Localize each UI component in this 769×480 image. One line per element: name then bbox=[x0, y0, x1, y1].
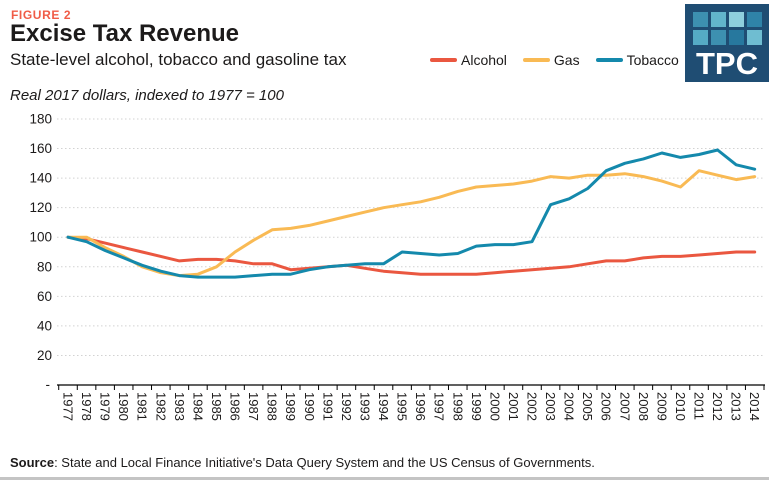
x-axis-label: 1982 bbox=[153, 392, 168, 421]
x-axis-label: 1979 bbox=[98, 392, 113, 421]
x-axis-label: 2009 bbox=[654, 392, 669, 421]
logo-square bbox=[692, 30, 708, 45]
y-axis-label: 120 bbox=[29, 200, 52, 215]
x-axis-label: 2005 bbox=[580, 392, 595, 421]
axis-note: Real 2017 dollars, indexed to 1977 = 100 bbox=[10, 87, 284, 104]
x-axis-label: 1977 bbox=[61, 392, 76, 421]
legend-swatch-gas bbox=[522, 58, 550, 62]
x-axis-label: 2013 bbox=[729, 392, 744, 421]
x-axis-label: 1992 bbox=[339, 392, 354, 421]
x-axis-label: 2011 bbox=[692, 392, 707, 420]
x-axis-label: 1986 bbox=[228, 392, 243, 421]
x-axis-label: 1988 bbox=[265, 392, 280, 421]
logo-square bbox=[710, 30, 726, 45]
x-axis-label: 1999 bbox=[469, 392, 484, 421]
x-axis-label: 1980 bbox=[116, 392, 131, 421]
x-axis-label: 1991 bbox=[320, 392, 335, 421]
line-alcohol bbox=[66, 235, 757, 276]
page-subtitle: State-level alcohol, tobacco and gasolin… bbox=[10, 50, 347, 69]
source-label: Source bbox=[10, 455, 55, 470]
legend-item-tobacco: Tobacco bbox=[595, 52, 679, 68]
x-axis-label: 1993 bbox=[357, 392, 372, 421]
logo-square bbox=[746, 30, 762, 45]
tpc-logo: TPC bbox=[685, 4, 769, 82]
x-axis-label: 2012 bbox=[710, 392, 725, 421]
logo-square bbox=[710, 12, 726, 27]
y-axis-label: 100 bbox=[29, 230, 52, 245]
source-text: : State and Local Finance Initiative's D… bbox=[54, 455, 595, 470]
line-tobacco bbox=[66, 148, 757, 279]
x-axis-label: 2007 bbox=[617, 392, 632, 421]
legend-swatch-tobacco bbox=[595, 58, 623, 62]
tpc-logo-squares bbox=[685, 12, 769, 45]
x-axis-label: 2001 bbox=[506, 392, 521, 421]
legend-item-gas: Gas bbox=[522, 52, 580, 68]
legend-item-alcohol: Alcohol bbox=[430, 52, 507, 68]
source-line: Source: State and Local Finance Initiati… bbox=[10, 455, 595, 470]
y-axis-label: 180 bbox=[29, 112, 52, 127]
legend-swatch-alcohol bbox=[430, 58, 457, 62]
y-axis-label: 140 bbox=[29, 171, 52, 186]
y-axis-label: 60 bbox=[37, 289, 52, 304]
x-axis-label: 2006 bbox=[599, 392, 614, 421]
y-axis-label: 20 bbox=[37, 348, 52, 363]
page-title: Excise Tax Revenue bbox=[10, 20, 240, 47]
x-axis-label: 1990 bbox=[302, 392, 317, 421]
x-axis-label: 1996 bbox=[413, 392, 428, 421]
legend-label: Tobacco bbox=[626, 52, 679, 68]
y-axis-zero-label: - bbox=[46, 377, 51, 392]
x-axis-label: 1984 bbox=[190, 392, 205, 421]
tpc-logo-text: TPC bbox=[696, 46, 758, 81]
y-axis-label: 40 bbox=[37, 318, 52, 333]
x-axis-label: 2003 bbox=[543, 392, 558, 421]
x-axis-label: 1998 bbox=[450, 392, 465, 421]
x-axis-label: 1995 bbox=[395, 392, 410, 421]
x-axis-label: 1978 bbox=[79, 392, 94, 421]
x-axis-label: 2010 bbox=[673, 392, 688, 421]
x-axis-label: 2002 bbox=[525, 392, 540, 421]
x-axis-label: 1994 bbox=[376, 392, 391, 421]
x-axis-label: 2004 bbox=[562, 392, 577, 421]
legend-label: Gas bbox=[553, 52, 580, 68]
logo-square bbox=[692, 12, 708, 27]
logo-square bbox=[728, 30, 744, 45]
x-axis-label: 1981 bbox=[135, 392, 150, 421]
y-axis-label: 80 bbox=[37, 259, 52, 274]
figure-label: FIGURE 2 bbox=[11, 8, 72, 22]
bottom-edge-bar bbox=[0, 477, 769, 480]
x-axis-label: 2014 bbox=[747, 392, 762, 421]
x-axis-label: 2008 bbox=[636, 392, 651, 421]
logo-square bbox=[746, 12, 762, 27]
y-axis-label: 160 bbox=[29, 141, 52, 156]
legend-label: Alcohol bbox=[461, 52, 507, 68]
x-axis-label: 1987 bbox=[246, 392, 261, 421]
logo-square bbox=[728, 12, 744, 27]
x-axis-label: 1989 bbox=[283, 392, 298, 421]
x-axis-label: 1983 bbox=[172, 392, 187, 421]
x-axis-label: 2000 bbox=[487, 392, 502, 421]
legend: Alcohol Gas Tobacco bbox=[430, 52, 679, 68]
x-axis-label: 1985 bbox=[209, 392, 224, 421]
x-axis-label: 1997 bbox=[432, 392, 447, 421]
